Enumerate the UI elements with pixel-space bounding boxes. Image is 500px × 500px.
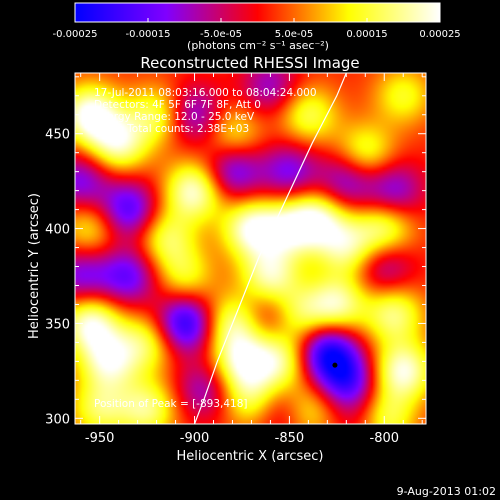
- axis-ticks: -950 -900 -850 -800 300 350 400 450: [45, 73, 426, 446]
- colorbar-tick-label: -0.00015: [126, 29, 171, 40]
- peak-position-label: Position of Peak = [-893,418]: [94, 398, 248, 410]
- colorbar-ticks: -0.00025 -0.00015 -5.0e-05 5.0e-05 0.00015 0.…: [53, 18, 461, 40]
- annotation-time: 17-Jul-2011 08:03:16.000 to 08:04:24.000: [94, 87, 317, 99]
- heatmap-image: [75, 73, 426, 424]
- x-tick-label: -900: [180, 431, 210, 446]
- colorbar-tick-label: 0.00025: [419, 29, 460, 40]
- y-tick-label: 450: [45, 128, 70, 143]
- y-axis-label: Heliocentric Y (arcsec): [27, 193, 42, 339]
- x-tick-label: -950: [85, 431, 115, 446]
- chart-title: Reconstructed RHESSI Image: [140, 54, 359, 72]
- plot-frame: [74, 72, 427, 425]
- annotation-energy: Energy Range: 12.0 - 25.0 keV: [94, 111, 255, 123]
- y-tick-label: 300: [45, 412, 70, 427]
- solar-limb-line: [193, 73, 347, 424]
- colorbar-tick-label: 5.0e-05: [275, 29, 313, 40]
- annotation-clean: Clean Total counts: 2.38E+03: [94, 123, 249, 135]
- colorbar-tick-label: 0.00015: [346, 29, 387, 40]
- annotation-detectors: Detectors: 4F 5F 6F 7F 8F, Att 0: [94, 99, 261, 111]
- minimum-marker: [332, 362, 338, 368]
- colorbar-unit-label: (photons cm⁻² s⁻¹ asec⁻²): [187, 39, 329, 52]
- x-tick-label: -800: [370, 431, 400, 446]
- colorbar-tick-label: -0.00025: [53, 29, 98, 40]
- y-tick-label: 400: [45, 223, 70, 238]
- x-axis-label: Heliocentric X (arcsec): [177, 449, 324, 464]
- y-tick-label: 350: [45, 317, 70, 332]
- x-tick-label: -850: [275, 431, 305, 446]
- colorbar-tick-label: -5.0e-05: [200, 29, 242, 40]
- footer-date: 9-Aug-2013 01:02: [397, 485, 496, 498]
- colorbar: [74, 2, 441, 23]
